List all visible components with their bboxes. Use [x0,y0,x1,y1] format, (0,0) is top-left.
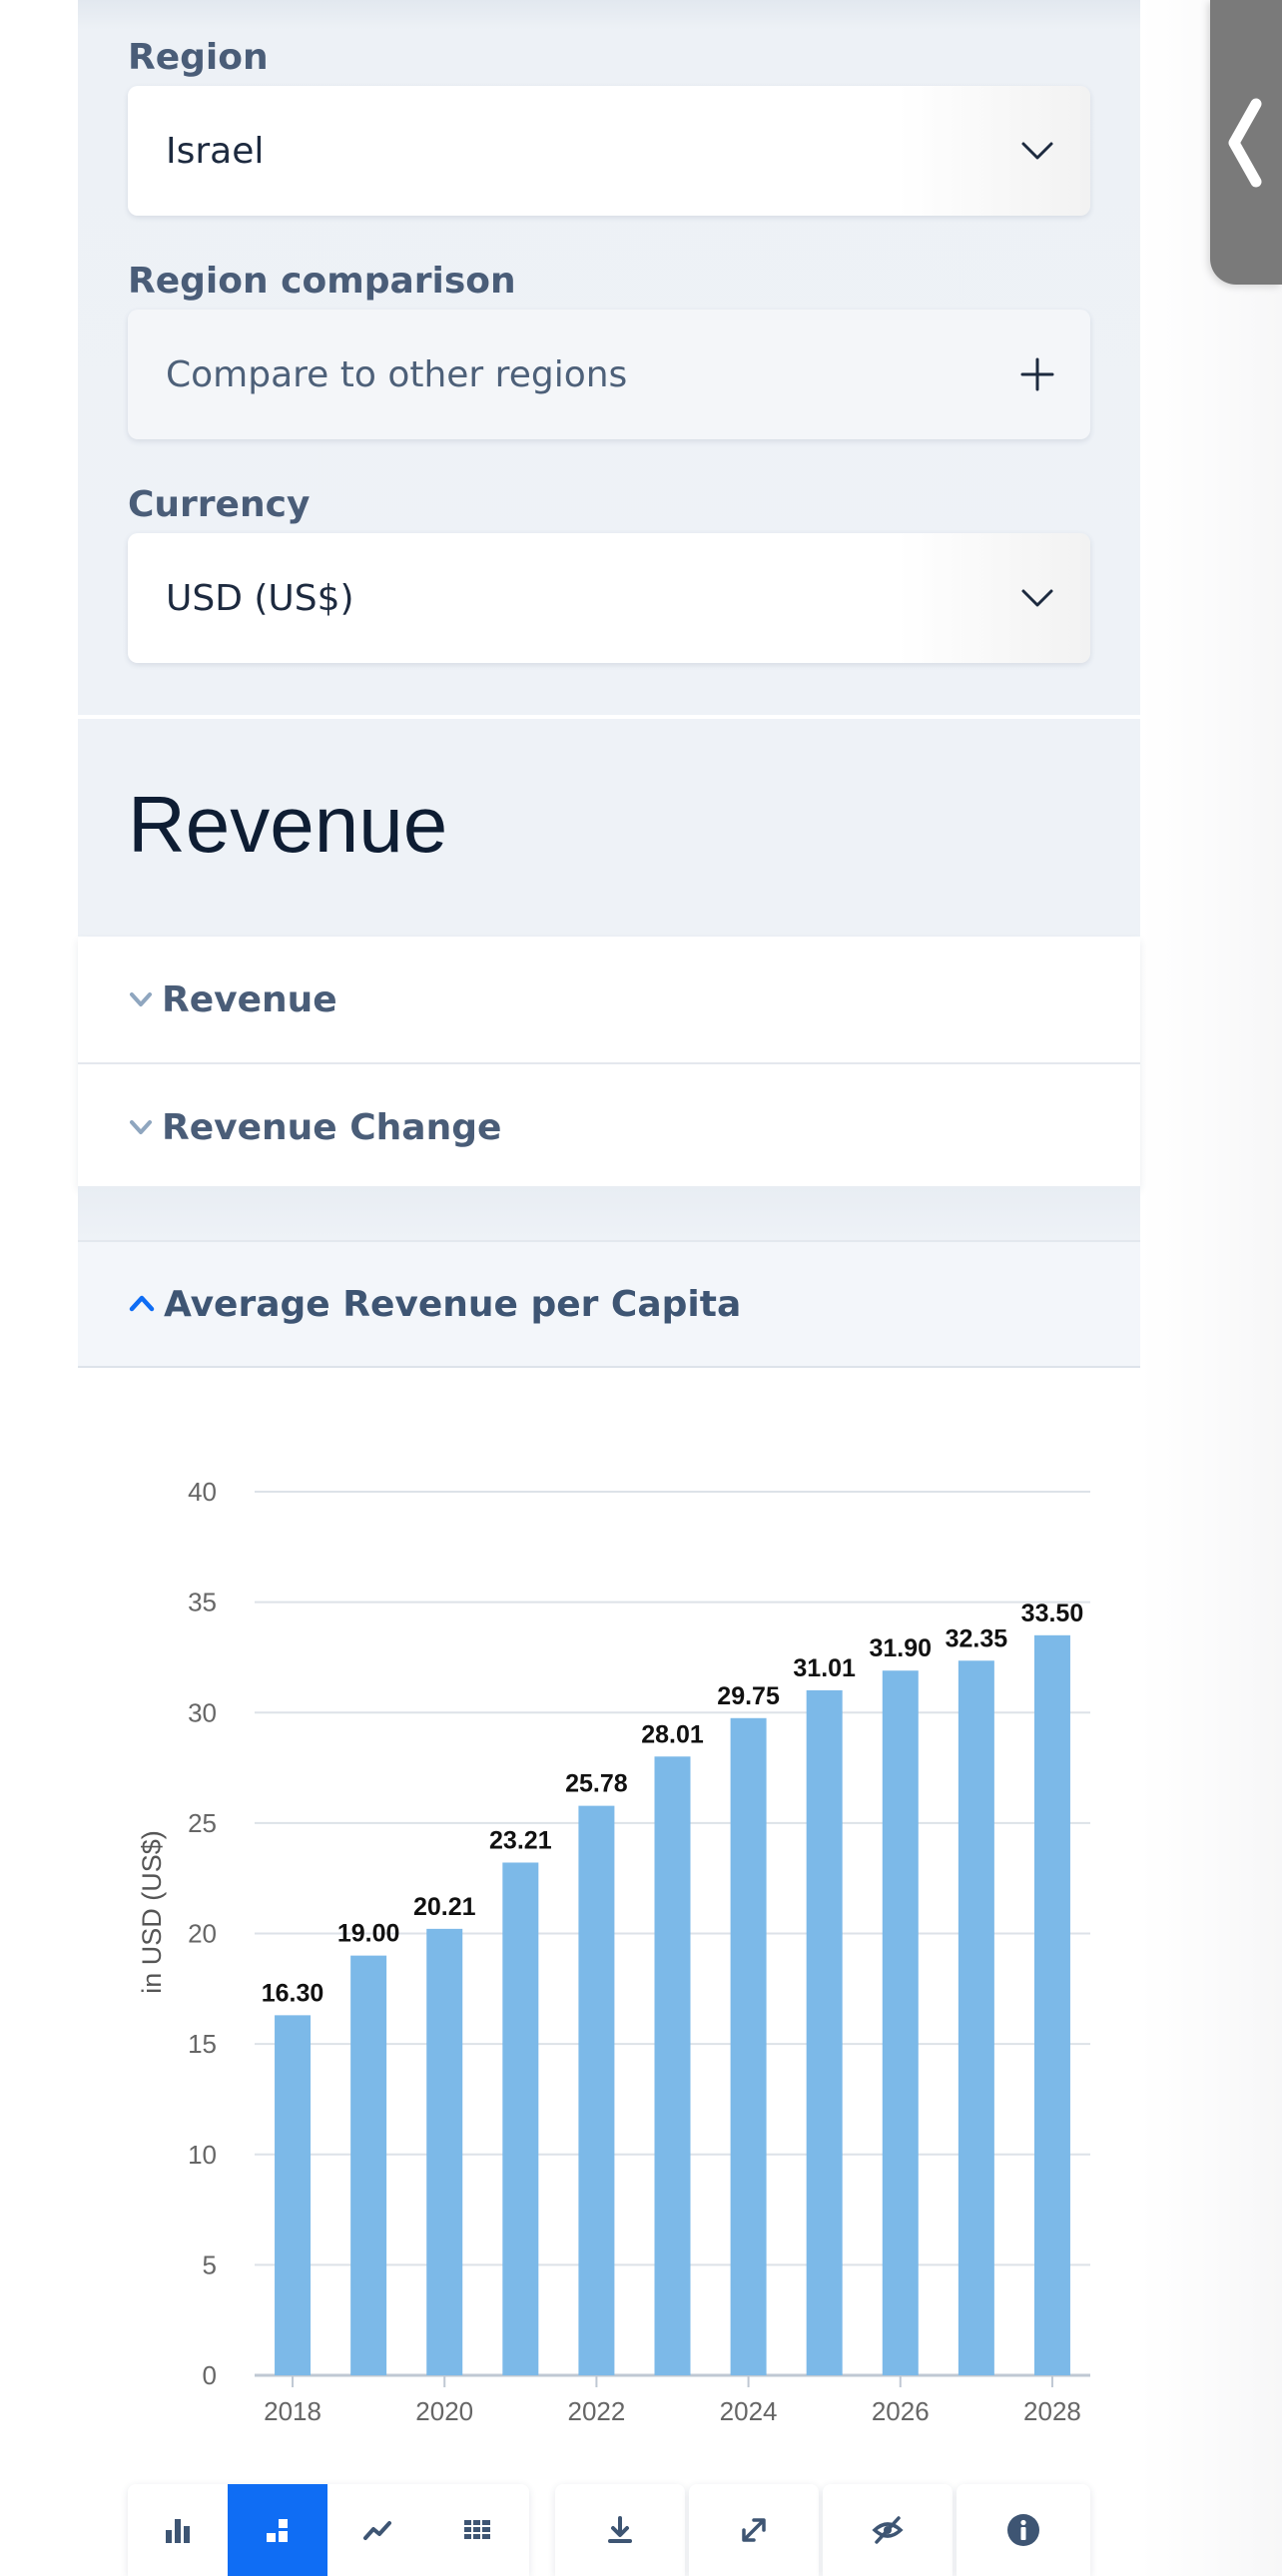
data-label: 32.35 [946,1624,1008,1652]
info-group [957,2484,1090,2576]
x-tick-label: 2024 [720,2396,778,2426]
download-button[interactable] [570,2484,670,2576]
bar-2026[interactable] [882,1670,919,2375]
fullscreen-group [689,2484,819,2576]
hide-button[interactable] [838,2484,938,2576]
page-side-background [1140,0,1282,2576]
section-gap [78,1186,1140,1240]
x-axis: 2018 2020 2022 2024 2026 2028 [264,2375,1081,2426]
panel-separator [78,715,1140,719]
bar-chart-icon [166,2519,190,2543]
hide-icon [872,2516,904,2544]
stacked-bar-icon [267,2519,288,2542]
revenue-section-header: Revenue [78,719,1140,939]
y-tick-label: 40 [188,1477,217,1507]
bar-2022[interactable] [578,1805,615,2375]
data-label: 28.01 [641,1720,704,1748]
y-tick-label: 10 [188,2140,217,2170]
data-label: 31.90 [869,1634,932,1662]
y-tick-label: 0 [203,2360,217,2390]
data-label: 31.01 [793,1654,856,1682]
x-tick-label: 2018 [264,2396,321,2426]
chart-type-group [128,2484,529,2576]
y-tick-label: 35 [188,1588,217,1617]
x-tick-label: 2028 [1023,2396,1081,2426]
bar-2021[interactable] [502,1862,539,2375]
bar-chart-button[interactable] [128,2484,228,2576]
table-icon [464,2520,490,2539]
chevron-down-icon [130,992,152,1006]
stacked-bar-button[interactable] [228,2484,327,2576]
x-tick-label: 2020 [415,2396,473,2426]
y-tick-label: 5 [203,2250,217,2279]
region-comparison-field[interactable]: Compare to other regions [128,310,1090,439]
region-value: Israel [166,130,265,172]
bar-2024[interactable] [730,1717,767,2375]
data-label: 19.00 [337,1920,400,1948]
bar-2023[interactable] [654,1756,691,2375]
bar-2018[interactable] [275,2015,312,2375]
data-label: 23.21 [489,1826,552,1854]
currency-value: USD (US$) [166,577,354,619]
chart-bars [275,1634,1070,2375]
y-axis-label: in USD (US$) [137,1830,167,1994]
x-tick-label: 2022 [567,2396,625,2426]
chart-grid [255,1491,1090,2377]
y-tick-label: 30 [188,1697,217,1727]
accordion-avg-revenue-per-capita-label: Average Revenue per Capita [164,1283,742,1325]
chevron-down-icon [1021,589,1053,607]
accordion-group: Revenue Revenue Change [78,937,1140,1186]
revenue-per-capita-chart: 0 5 10 15 20 25 30 35 40 16.30 19.00 20.21 23.21 25.… [137,1477,1090,2426]
plus-icon [1020,357,1054,391]
currency-label: Currency [128,484,311,525]
visibility-group [823,2484,953,2576]
region-select[interactable]: Israel [128,86,1090,216]
accordion-revenue-label: Revenue [162,978,337,1020]
bar-2028[interactable] [1033,1634,1070,2375]
data-label: 20.21 [413,1893,476,1921]
chevron-up-icon [129,1295,155,1312]
y-tick-label: 15 [188,2029,217,2059]
side-panel-toggle[interactable] [1210,0,1282,285]
data-label: 29.75 [717,1682,780,1710]
divider [78,1062,1140,1064]
accordion-revenue-change-label: Revenue Change [162,1106,502,1148]
table-button[interactable] [427,2484,527,2576]
accordion-avg-revenue-per-capita[interactable]: Average Revenue per Capita [78,1240,1140,1368]
expand-icon [742,2518,766,2542]
region-comparison-label: Region comparison [128,261,516,302]
bar-2019[interactable] [350,1955,387,2375]
accordion-revenue[interactable]: Revenue [78,937,1140,1062]
download-icon [608,2516,632,2543]
chevron-down-icon [130,1120,152,1134]
trend-line-button[interactable] [327,2484,427,2576]
section-title: Revenue [128,780,448,869]
chevron-down-icon [1021,142,1053,160]
info-icon [1007,2514,1039,2546]
y-tick-label: 25 [188,1808,217,1838]
x-tick-label: 2026 [872,2396,930,2426]
download-group [555,2484,685,2576]
fullscreen-button[interactable] [704,2484,804,2576]
data-label: 25.78 [565,1770,628,1798]
trend-line-icon [363,2521,391,2540]
currency-select[interactable]: USD (US$) [128,533,1090,663]
region-comparison-placeholder: Compare to other regions [166,353,628,395]
bar-2025[interactable] [806,1689,843,2375]
data-labels: 16.30 19.00 20.21 23.21 25.78 28.01 29.75 31.01… [262,1600,1083,2008]
region-label: Region [128,37,269,78]
chevron-left-icon [1228,98,1262,188]
y-axis: 0 5 10 15 20 25 30 35 40 [188,1477,217,2390]
y-tick-label: 20 [188,1919,217,1949]
bar-2020[interactable] [426,1928,463,2375]
accordion-revenue-change[interactable]: Revenue Change [78,1064,1140,1190]
data-label: 33.50 [1021,1600,1084,1627]
bar-2027[interactable] [958,1660,994,2375]
data-label: 16.30 [262,1979,324,2007]
info-button[interactable] [973,2484,1073,2576]
filter-panel: Region Israel Region comparison Compare … [78,0,1140,715]
